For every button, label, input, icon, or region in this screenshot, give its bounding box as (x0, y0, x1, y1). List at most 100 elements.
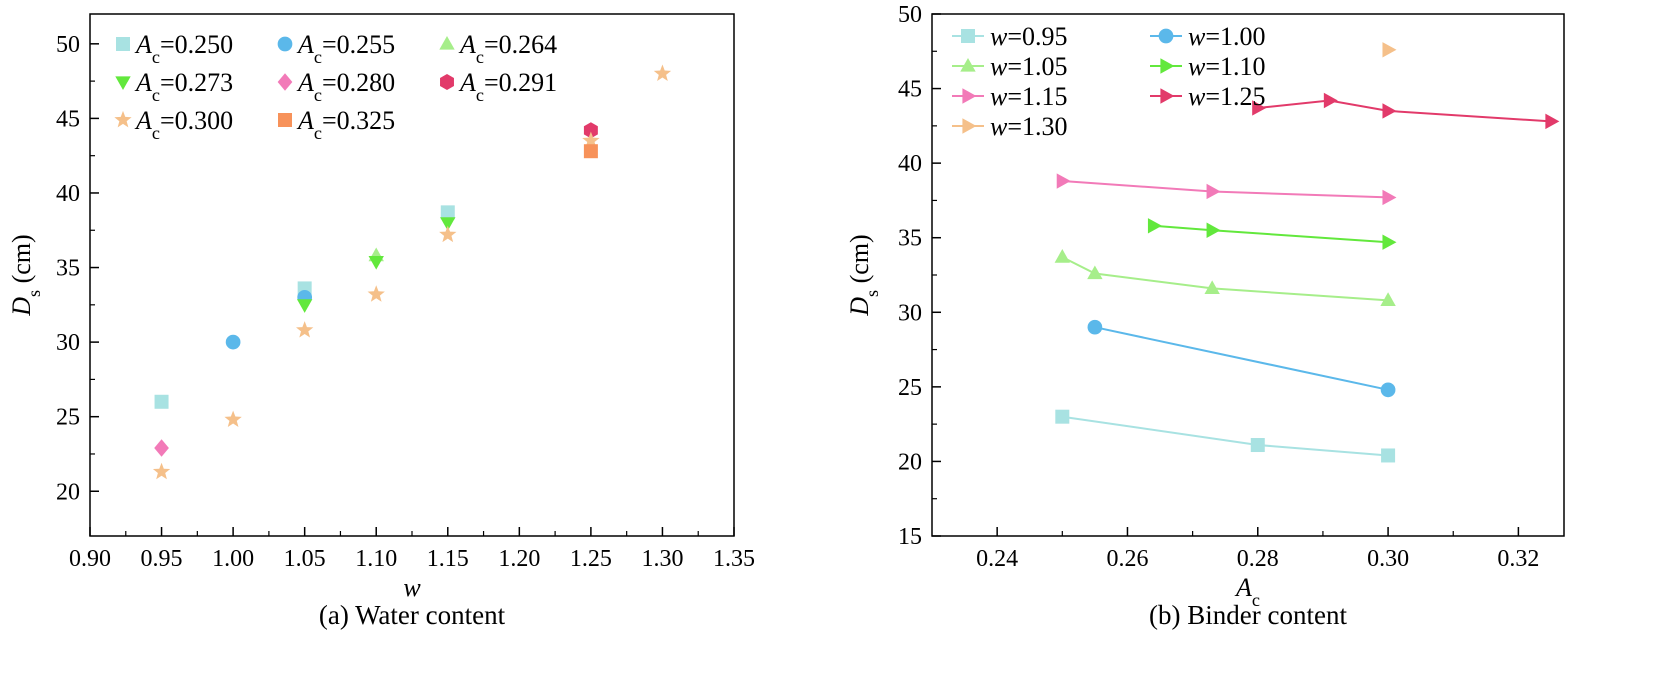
data-point (1206, 222, 1221, 238)
x-tick-label: 1.35 (713, 546, 755, 572)
x-tick-label: 0.90 (69, 546, 111, 572)
legend-entry: Ac=0.325 (278, 106, 395, 143)
data-point (1380, 382, 1396, 398)
series-line (1257, 99, 1552, 123)
data-point (1054, 249, 1071, 263)
series-line (1062, 415, 1389, 457)
legend-label: w=1.15 (990, 82, 1068, 111)
data-point (368, 255, 384, 270)
data-point (1204, 280, 1220, 295)
legend-marker (277, 73, 293, 91)
y-tick-label: 40 (898, 151, 922, 177)
data-point (296, 321, 314, 338)
y-tick-label: 30 (56, 330, 80, 356)
legend-label: Ac=0.264 (458, 30, 557, 67)
legend-entry: w=1.00 (1150, 22, 1266, 51)
data-point (152, 462, 171, 480)
data-point (1206, 183, 1221, 200)
data-point (1087, 265, 1103, 280)
y-tick-label: 50 (898, 2, 922, 28)
legend-label: w=1.00 (1188, 22, 1266, 51)
x-tick-label: 1.00 (212, 546, 254, 572)
x-axis-label: Ac (1234, 573, 1260, 610)
legend-marker (115, 76, 131, 91)
legend: w=0.95 w=1.00 w=1.05 w=1.10 w=1.15 w=1.25 w=1.… (952, 22, 1266, 141)
y-tick-label: 45 (898, 77, 922, 103)
y-axis-label: Ds (cm) (845, 234, 882, 316)
data-point (1545, 113, 1560, 130)
x-axis-label: w (403, 573, 421, 602)
series-4 (154, 439, 169, 457)
legend-marker (116, 37, 130, 51)
data-point (1087, 319, 1103, 335)
y-tick-label: 40 (56, 181, 80, 207)
data-point (224, 410, 242, 428)
legend-entry: Ac=0.264 (439, 30, 557, 67)
data-point (1252, 100, 1267, 116)
data-point (1382, 103, 1397, 119)
y-axis-label: Ds (cm) (7, 234, 44, 316)
legend-label: Ac=0.300 (134, 106, 233, 143)
data-point (1250, 438, 1265, 453)
legend-marker (277, 36, 293, 52)
legend-marker (278, 113, 292, 127)
series-line (1153, 224, 1389, 244)
data-point (583, 122, 598, 139)
legend-marker (440, 73, 454, 91)
series-3 (1147, 218, 1397, 250)
x-tick-label: 1.25 (570, 546, 612, 572)
x-tick-label: 1.30 (641, 546, 683, 572)
series-1 (1087, 319, 1396, 398)
y-tick-label: 20 (56, 479, 80, 505)
legend-marker (1160, 88, 1175, 104)
data-point (439, 225, 457, 243)
data-point (440, 217, 456, 231)
legend-label: Ac=0.250 (134, 30, 233, 67)
legend-label: w=1.25 (1188, 82, 1266, 111)
data-point (296, 299, 313, 313)
x-tick-label: 0.30 (1367, 546, 1409, 572)
legend-marker (962, 88, 977, 104)
legend-label: Ac=0.291 (458, 68, 557, 105)
series-6 (152, 64, 672, 480)
legend-label: w=0.95 (990, 22, 1068, 51)
series-5 (1252, 92, 1560, 130)
legend-entry: Ac=0.291 (440, 68, 557, 105)
x-tick-label: 1.20 (498, 546, 540, 572)
x-tick-label: 1.15 (427, 546, 469, 572)
series-2 (1054, 249, 1396, 306)
legend-marker (961, 29, 975, 43)
legend-entry: Ac=0.273 (115, 68, 233, 105)
y-tick-label: 35 (898, 226, 922, 252)
data-point (440, 205, 455, 220)
legend-marker (439, 35, 455, 50)
data-point (1147, 218, 1162, 234)
data-point (1381, 448, 1396, 463)
legend-marker (962, 118, 977, 134)
legend-marker (1158, 28, 1174, 44)
series-line (1094, 326, 1389, 391)
legend-entry: Ac=0.280 (277, 68, 395, 105)
x-tick-label: 0.26 (1106, 546, 1148, 572)
chart-caption: (a) Water content (319, 600, 506, 630)
data-point (1382, 234, 1397, 250)
chart-caption: (b) Binder content (1149, 600, 1347, 630)
legend-entry: Ac=0.250 (116, 30, 233, 67)
x-tick-label: 0.95 (141, 546, 183, 572)
data-point (1382, 42, 1397, 58)
x-tick-label: 1.05 (284, 546, 326, 572)
series-line (1062, 180, 1389, 199)
series-3 (296, 217, 456, 313)
y-tick-label: 45 (56, 106, 80, 132)
data-point (583, 144, 598, 159)
legend-label: w=1.05 (990, 52, 1068, 81)
legend-label: Ac=0.273 (134, 68, 233, 105)
legend: Ac=0.250 Ac=0.255 Ac=0.264 Ac=0.273 Ac=0.280… (114, 30, 557, 143)
x-tick-label: 0.24 (976, 546, 1018, 572)
legend-label: w=1.10 (1188, 52, 1266, 81)
legend-marker (960, 57, 976, 72)
legend-entry: w=1.10 (1150, 52, 1266, 81)
data-point (1056, 173, 1071, 189)
